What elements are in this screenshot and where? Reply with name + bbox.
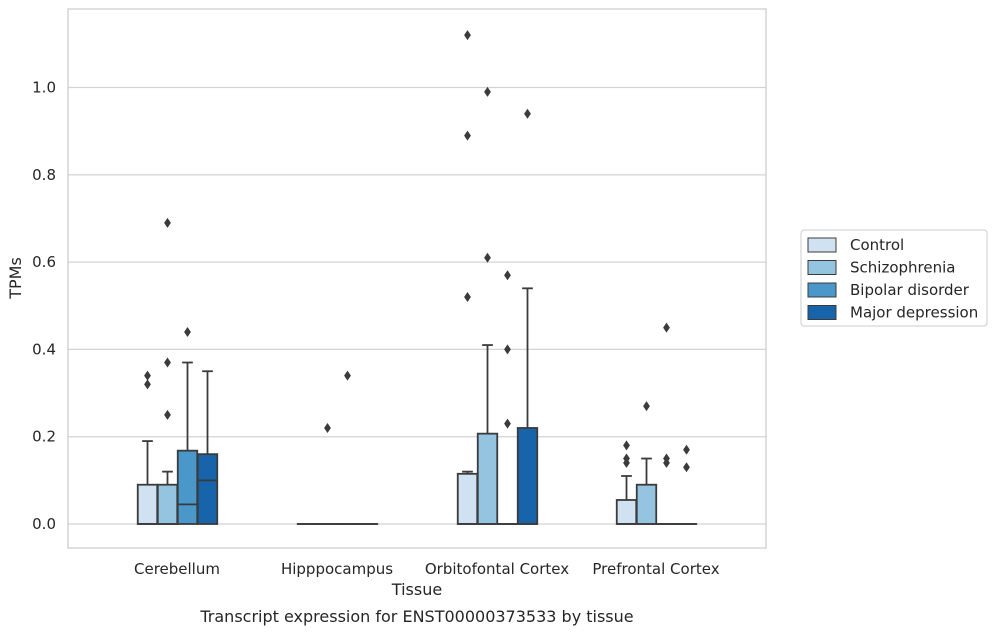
legend-entry: Bipolar disorder <box>850 281 970 299</box>
outlier-point <box>663 453 670 464</box>
y-tick-label: 0.0 <box>32 515 56 533</box>
outlier-point <box>504 418 511 429</box>
outlier-point <box>504 270 511 281</box>
box-body <box>635 483 658 525</box>
y-tick-label: 1.0 <box>32 79 56 97</box>
y-tick-label: 0.2 <box>32 428 56 446</box>
legend-entry: Control <box>850 236 904 254</box>
box-body <box>156 483 179 525</box>
legend-swatch <box>807 282 837 298</box>
box-0-1 <box>156 217 179 525</box>
box-0-3 <box>196 370 219 525</box>
outlier-point <box>164 357 171 368</box>
box-body <box>136 483 159 525</box>
outlier-point <box>504 344 511 355</box>
box-0-2 <box>176 326 199 525</box>
outlier-point <box>144 379 151 390</box>
plot-area <box>68 9 766 548</box>
box-body <box>176 449 199 525</box>
outlier-point <box>164 409 171 420</box>
plot-frame <box>67 8 767 549</box>
outlier-point <box>683 444 690 455</box>
box-body <box>456 472 479 525</box>
box-3-2 <box>655 322 678 525</box>
y-tick-label: 0.4 <box>32 340 56 358</box>
legend-frame <box>800 229 988 327</box>
outlier-point <box>464 292 471 303</box>
box-2-1 <box>476 86 499 525</box>
box-3-0 <box>615 440 638 525</box>
y-tick-label: 0.8 <box>32 166 56 184</box>
outlier-point <box>144 370 151 381</box>
box-body <box>516 427 539 525</box>
outlier-point <box>663 322 670 333</box>
box-2-3 <box>516 108 539 525</box>
y-axis-label: TPMs <box>6 257 25 300</box>
box-2-0 <box>456 30 479 525</box>
outlier-point <box>464 30 471 41</box>
outlier-point <box>623 440 630 451</box>
outlier-point <box>324 422 331 433</box>
outlier-point <box>623 453 630 464</box>
legend-swatch <box>807 305 837 320</box>
x-tick-labels: Cerebellum Hipppocampus Orbitofontal Corte… <box>134 560 720 578</box>
legend-swatch <box>807 260 837 275</box>
chart-caption: Transcript expression for ENST0000037353… <box>199 607 633 626</box>
box-body <box>615 499 638 525</box>
outlier-point <box>344 370 351 381</box>
box-groups <box>136 30 698 525</box>
outlier-point <box>484 86 491 97</box>
box-body <box>476 432 499 525</box>
outlier-point <box>184 326 191 337</box>
outlier-point <box>683 462 690 473</box>
legend-entry: Schizophrenia <box>850 259 955 277</box>
box-body <box>196 453 219 525</box>
y-tick-labels: 0.0 0.2 0.4 0.6 0.8 1.0 <box>32 79 56 533</box>
x-tick-label: Cerebellum <box>134 560 220 578</box>
box-3-3 <box>675 444 698 525</box>
x-tick-label: Orbitofontal Cortex <box>425 560 569 578</box>
outlier-point <box>164 217 171 228</box>
box-3-1 <box>635 401 658 525</box>
outlier-point <box>643 401 650 412</box>
outlier-point <box>524 108 531 119</box>
x-tick-label: Hipppocampus <box>281 560 393 578</box>
box-2-2 <box>496 270 519 525</box>
legend-swatch <box>807 237 837 253</box>
x-tick-label: Prefrontal Cortex <box>592 560 719 578</box>
legend-entry: Major depression <box>850 304 978 322</box>
outlier-point <box>464 130 471 141</box>
outlier-point <box>484 252 491 263</box>
y-tick-label: 0.6 <box>32 253 56 271</box>
legend: Control Schizophrenia Bipolar disorder Majo… <box>800 229 988 327</box>
x-axis-label: Tissue <box>391 580 442 599</box>
